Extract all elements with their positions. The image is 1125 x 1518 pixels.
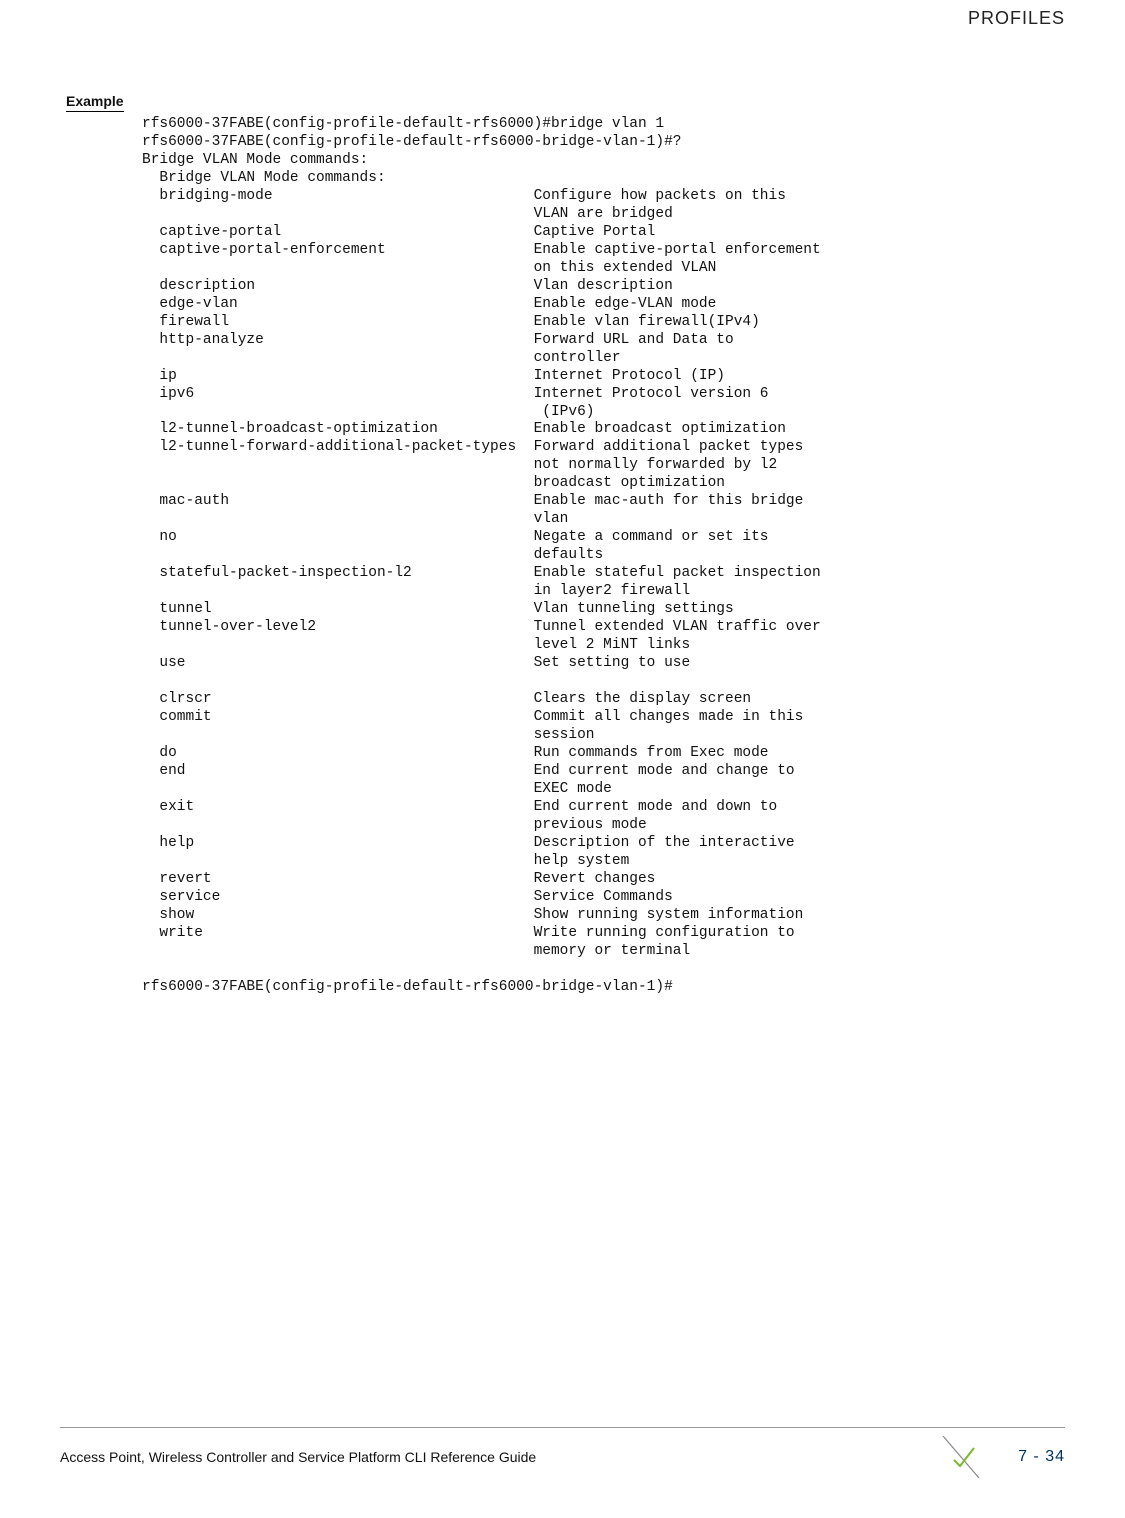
page-number: 7 - 34	[1018, 1448, 1065, 1466]
checkmark-icon	[940, 1436, 982, 1478]
section-title: PROFILES	[968, 8, 1065, 29]
footer-title: Access Point, Wireless Controller and Se…	[60, 1449, 536, 1465]
cli-output: rfs6000-37FABE(config-profile-default-rf…	[142, 116, 1065, 996]
example-heading: Example	[66, 93, 124, 112]
page-footer: Access Point, Wireless Controller and Se…	[60, 1427, 1065, 1478]
page-header: PROFILES	[60, 0, 1065, 29]
